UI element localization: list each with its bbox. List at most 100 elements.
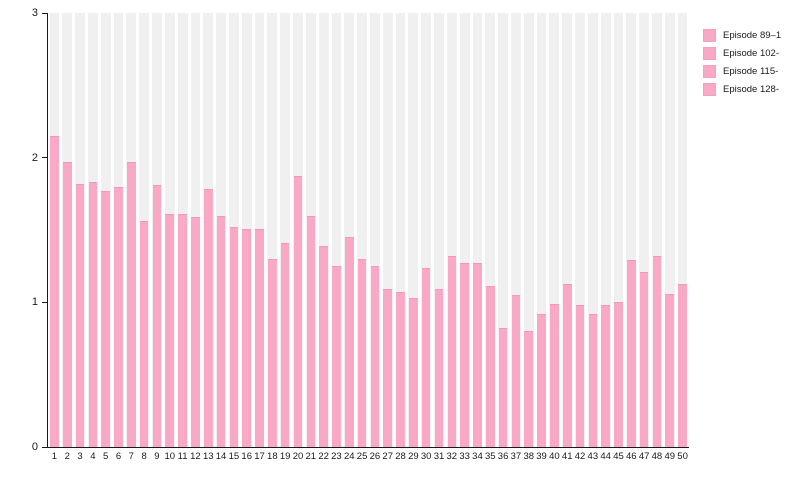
x-tick-label: 15 xyxy=(228,451,240,462)
bar-background xyxy=(549,13,560,447)
x-tick-label: 16 xyxy=(241,451,252,462)
x-tick-label: 30 xyxy=(420,451,432,462)
bar xyxy=(50,135,59,447)
x-tick-label: 17 xyxy=(254,451,265,462)
x-tick-label: 25 xyxy=(356,451,368,462)
x-tick-label: 34 xyxy=(472,451,483,462)
bar xyxy=(524,331,534,447)
bar-background xyxy=(318,13,329,447)
x-tick-label: 9 xyxy=(154,451,160,462)
bar xyxy=(473,263,482,447)
bar-background xyxy=(267,13,278,447)
bar xyxy=(332,266,341,447)
bar xyxy=(562,283,572,447)
bar-background xyxy=(536,13,547,447)
legend-swatch xyxy=(703,65,716,78)
x-tick-label: 13 xyxy=(202,451,214,462)
bar xyxy=(242,228,251,447)
bar-background xyxy=(331,13,342,447)
bar xyxy=(62,162,72,447)
x-tick-label: 31 xyxy=(433,451,445,462)
bar xyxy=(203,189,213,447)
x-tick-label: 22 xyxy=(318,451,329,462)
bar-background xyxy=(677,13,688,447)
legend-item: Episode 89–1 xyxy=(703,29,787,42)
bar xyxy=(75,183,85,447)
bar xyxy=(665,293,675,447)
bar xyxy=(216,215,226,447)
y-axis-tick-label: 0 xyxy=(31,441,38,453)
bar-background xyxy=(357,13,367,447)
bar xyxy=(370,266,380,447)
bar-background xyxy=(421,13,432,447)
x-tick-label: 24 xyxy=(343,451,355,462)
bar xyxy=(306,215,316,447)
bar-background xyxy=(344,13,355,447)
bar-background xyxy=(472,13,483,447)
y-axis-tick xyxy=(42,301,47,303)
bar xyxy=(498,328,508,447)
x-tick-label: 41 xyxy=(561,451,573,462)
bar xyxy=(191,216,200,447)
x-tick-label: 7 xyxy=(128,451,134,462)
bar xyxy=(127,162,136,447)
x-tick-label: 29 xyxy=(408,451,419,462)
bar xyxy=(268,258,277,447)
x-tick-label: 4 xyxy=(90,451,96,462)
bar xyxy=(293,176,303,447)
bar-background xyxy=(382,13,393,447)
x-tick-label: 19 xyxy=(279,451,291,462)
x-tick-label: 32 xyxy=(446,451,458,462)
bar xyxy=(280,243,290,447)
x-tick-label: 38 xyxy=(523,451,535,462)
bar-background xyxy=(395,13,406,447)
bar xyxy=(447,256,457,447)
bar xyxy=(485,286,495,447)
x-tick-label: 39 xyxy=(536,451,547,462)
bar xyxy=(652,256,662,447)
legend-label: Episode 102- xyxy=(723,48,779,59)
bar xyxy=(178,214,187,447)
y-axis-line xyxy=(47,13,48,448)
x-tick-label: 27 xyxy=(382,451,393,462)
bar xyxy=(319,245,328,447)
bar-background xyxy=(370,13,380,447)
bar xyxy=(639,271,649,447)
bar xyxy=(139,221,149,447)
x-tick-label: 6 xyxy=(115,451,122,462)
bar xyxy=(165,214,175,447)
legend-item: Episode 128- xyxy=(703,83,787,96)
x-tick-label: 2 xyxy=(64,451,70,462)
x-tick-label: 12 xyxy=(190,451,201,462)
x-tick-label: 11 xyxy=(177,451,188,462)
bar xyxy=(627,260,636,447)
bar xyxy=(588,313,598,447)
bar xyxy=(114,186,123,447)
legend-item: Episode 115- xyxy=(703,65,787,78)
x-tick-label: 5 xyxy=(103,451,109,462)
x-tick-label: 3 xyxy=(77,451,83,462)
x-tick-label: 23 xyxy=(331,451,342,462)
bar xyxy=(409,297,418,447)
bar-background xyxy=(652,13,662,447)
bar xyxy=(152,185,162,447)
bar xyxy=(101,190,110,447)
bar-background xyxy=(626,13,637,447)
x-tick-label: 36 xyxy=(497,451,509,462)
bar xyxy=(421,267,431,447)
legend-label: Episode 128- xyxy=(723,84,779,95)
bar xyxy=(678,283,687,447)
bar xyxy=(383,289,393,447)
bar-background xyxy=(600,13,611,447)
x-tick-label: 37 xyxy=(510,451,522,462)
x-tick-label: 28 xyxy=(395,451,406,462)
y-axis-tick xyxy=(42,446,47,448)
bar-background xyxy=(511,13,521,447)
x-tick-label: 10 xyxy=(164,451,176,462)
bar xyxy=(88,182,98,447)
bar xyxy=(344,237,354,447)
bar-background xyxy=(485,13,496,447)
y-axis-tick-label: 3 xyxy=(31,7,38,19)
x-tick-label: 18 xyxy=(267,451,278,462)
